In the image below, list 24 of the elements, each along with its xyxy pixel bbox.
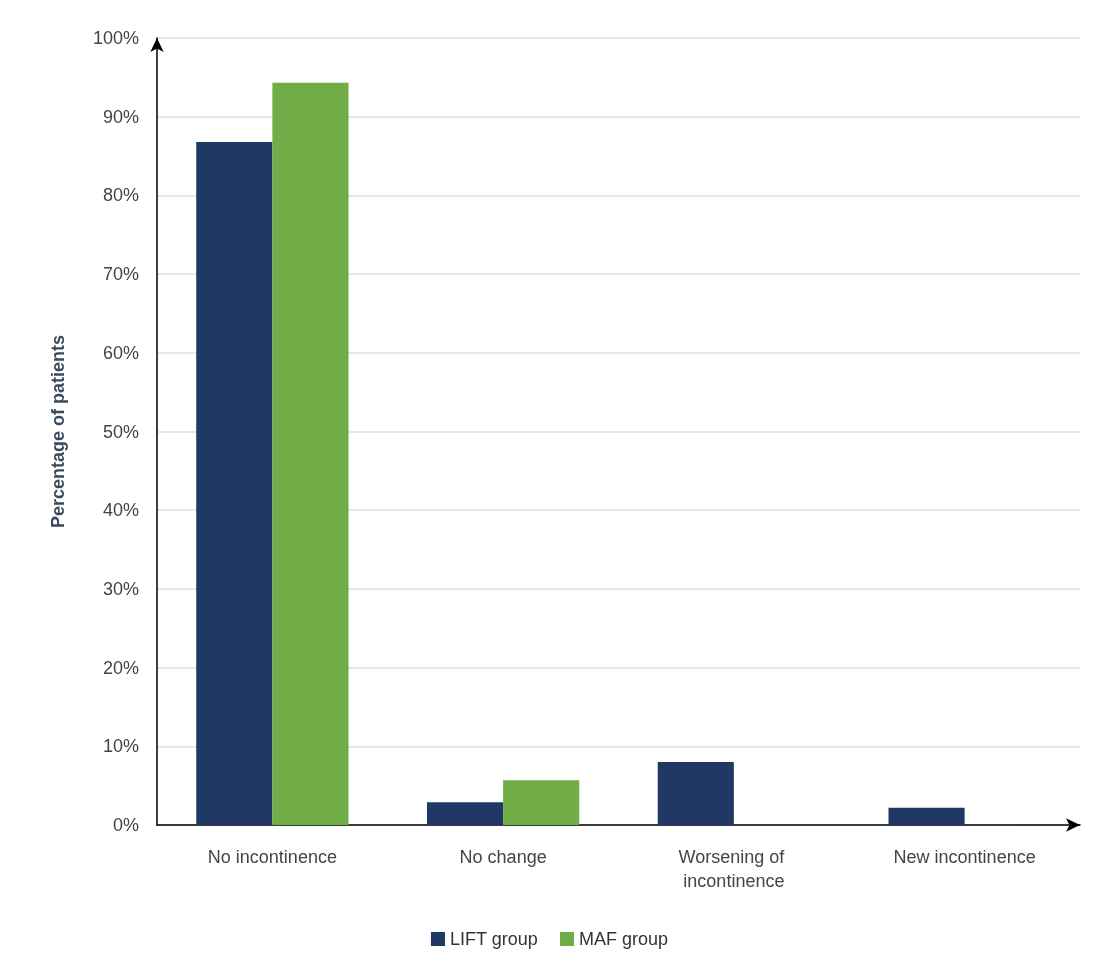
y-tick-label: 20% [102,657,139,678]
bar [503,780,580,825]
y-tick-label: 10% [102,736,139,757]
bar [888,807,965,825]
y-tick-label: 90% [102,106,139,127]
x-tick-label: New incontinence [893,847,1036,867]
y-tick-label: 100% [92,28,139,48]
y-tick-label: 30% [102,578,139,599]
y-tick-label: 60% [102,342,139,363]
y-axis-title: Percentage of patients [48,334,68,529]
legend-label: LIFT group [449,929,538,949]
bar [272,82,349,825]
x-tick-label: No change [459,847,547,867]
y-tick-label: 50% [102,421,139,442]
y-tick-label: 80% [102,185,139,206]
x-tick-label: No incontinence [207,847,337,867]
bar [657,762,734,825]
y-tick-label: 70% [102,264,139,285]
bar [196,141,273,825]
y-tick-label: 0% [112,815,139,835]
y-tick-label: 40% [102,500,139,521]
bar [426,802,504,825]
legend-label: MAF group [579,929,669,949]
x-tick-label: Worsening of incontinence [678,847,790,891]
